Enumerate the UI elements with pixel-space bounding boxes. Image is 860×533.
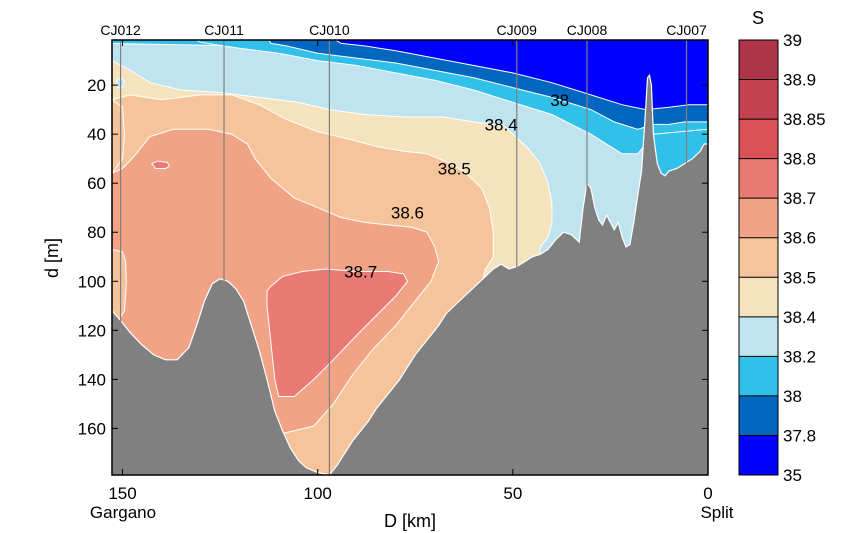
contour-plot-area — [112, 40, 708, 475]
colorbar-swatch-9 — [739, 79, 778, 120]
contour-labels: 38 38.4 38.5 38.6 38.7 — [344, 91, 569, 282]
colorbar-swatch-5 — [739, 237, 778, 278]
station-label-cj010: CJ010 — [309, 22, 350, 38]
colorbar-label-2: 38 — [783, 387, 802, 406]
band-35-37.8 — [334, 40, 708, 111]
colorbar-swatch-6 — [739, 198, 778, 238]
y-tick-label-160: 160 — [78, 419, 106, 438]
y-axis-label: d [m] — [42, 238, 62, 278]
y-tick-label-20: 20 — [87, 76, 106, 95]
colorbar-label-10: 38.9 — [783, 71, 816, 90]
colorbar-swatch-8 — [739, 119, 778, 159]
contour-label-38-7: 38.7 — [344, 262, 377, 281]
x-endpoint-label-right: Split — [700, 503, 733, 522]
colorbar-label-6: 38.6 — [783, 229, 816, 248]
colorbar: 35 37.8 38 38.2 38.4 38.5 38.6 38.7 38.8 38.85 38.… — [738, 31, 826, 485]
colorbar-swatch-10 — [739, 40, 778, 80]
x-tick-label-150: 150 — [108, 484, 136, 503]
contour-label-38-6: 38.6 — [391, 204, 424, 223]
colorbar-title: S — [752, 8, 764, 28]
x-axis-label: D [km] — [384, 511, 436, 531]
band-38.5-38.6-deep-left — [112, 248, 127, 322]
colorbar-label-8: 38.8 — [783, 150, 816, 169]
station-label-cj007: CJ007 — [666, 22, 707, 38]
station-lines: CJ012 CJ011 CJ010 CJ009 CJ008 CJ007 — [100, 22, 707, 475]
colorbar-label-5: 38.5 — [783, 268, 816, 287]
band-38.7-38.8-core — [266, 268, 409, 397]
x-tick-label-0: 0 — [703, 484, 712, 503]
colorbar-swatch-3 — [739, 316, 778, 357]
x-tick-label-50: 50 — [503, 484, 522, 503]
colorbar-swatch-2 — [739, 356, 778, 396]
band-38.7-38.8-patch — [150, 160, 171, 169]
x-endpoint-label-left: Gargano — [90, 503, 156, 522]
x-tick-label-100: 100 — [304, 484, 332, 503]
station-label-cj008: CJ008 — [567, 22, 608, 38]
y-tick-label-60: 60 — [87, 174, 106, 193]
contour-label-38: 38 — [550, 91, 569, 110]
y-tick-label-100: 100 — [78, 272, 106, 291]
y-tick-label-80: 80 — [87, 223, 106, 242]
colorbar-swatch-4 — [739, 277, 778, 317]
colorbar-label-7: 38.7 — [783, 189, 816, 208]
colorbar-label-4: 38.4 — [783, 308, 816, 327]
axes: 150 100 50 0 20 40 60 80 100 120 140 160 — [78, 40, 713, 503]
colorbar-label-1: 37.8 — [783, 426, 816, 445]
y-tick-label-140: 140 — [78, 370, 106, 389]
station-label-cj011: CJ011 — [204, 22, 244, 38]
contour-label-38-5: 38.5 — [438, 159, 471, 178]
y-tick-label-40: 40 — [87, 125, 106, 144]
station-label-cj012: CJ012 — [100, 22, 141, 38]
colorbar-swatch-0 — [739, 435, 778, 475]
colorbar-label-0: 35 — [783, 466, 802, 485]
colorbar-label-9: 38.85 — [783, 110, 826, 129]
colorbar-swatch-7 — [739, 158, 778, 199]
colorbar-label-11: 39 — [783, 31, 802, 50]
colorbar-label-3: 38.2 — [783, 347, 816, 366]
plot-frame — [111, 39, 709, 476]
y-tick-label-120: 120 — [78, 321, 106, 340]
seabed — [112, 73, 708, 475]
colorbar-swatch-1 — [739, 395, 778, 436]
contour-label-38-4: 38.4 — [485, 115, 518, 134]
station-label-cj009: CJ009 — [497, 22, 538, 38]
